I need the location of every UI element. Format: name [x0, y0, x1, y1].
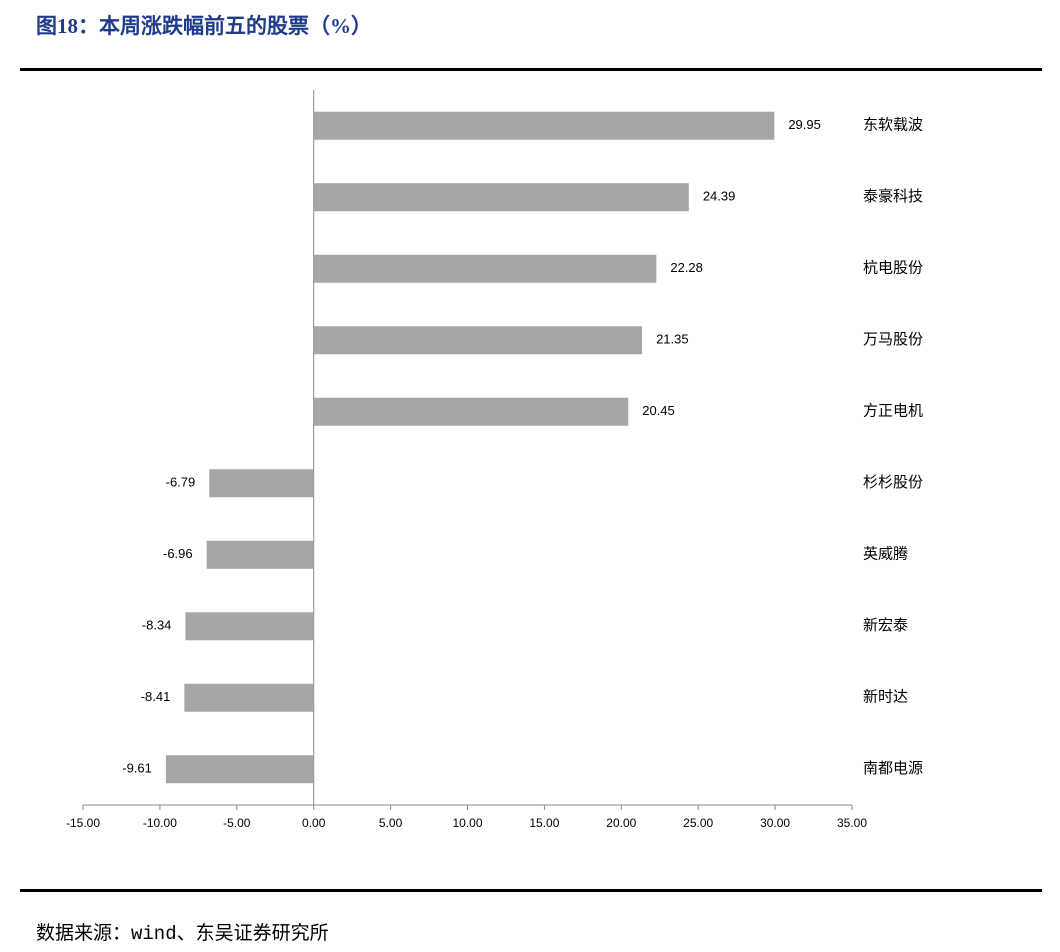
value-label: 29.95 — [788, 117, 821, 132]
category-label: 杉杉股份 — [863, 474, 923, 491]
x-tick-label: 5.00 — [379, 816, 403, 830]
category-label: 新宏泰 — [863, 617, 908, 634]
chart-title: 图18：本周涨跌幅前五的股票（%） — [36, 14, 372, 38]
value-label: -9.61 — [122, 761, 152, 776]
category-label: 新时达 — [863, 689, 908, 706]
x-tick-label: -15.00 — [66, 816, 100, 830]
bar — [313, 397, 629, 426]
value-label: 21.35 — [656, 332, 689, 347]
bar — [209, 469, 314, 498]
x-tick-label: -5.00 — [223, 816, 251, 830]
bar — [206, 540, 314, 569]
category-label: 方正电机 — [863, 403, 923, 420]
source-note: 数据来源：wind、东吴证券研究所 — [36, 922, 329, 945]
x-tick-label: -10.00 — [143, 816, 177, 830]
value-label: -8.34 — [142, 618, 172, 633]
category-label: 万马股份 — [863, 331, 923, 348]
value-label: 24.39 — [703, 189, 736, 204]
value-label: -8.41 — [141, 689, 171, 704]
category-label: 东软载波 — [863, 117, 923, 134]
value-label: -6.79 — [166, 475, 196, 490]
x-tick-label: 15.00 — [529, 816, 559, 830]
x-tick-label: 20.00 — [606, 816, 636, 830]
value-label: -6.96 — [163, 546, 193, 561]
category-label: 英威腾 — [863, 545, 908, 563]
x-tick-label: 0.00 — [302, 816, 326, 830]
category-label: 杭电股份 — [863, 260, 923, 277]
x-tick-label: 10.00 — [452, 816, 482, 830]
bar — [313, 183, 689, 212]
bar — [313, 326, 643, 355]
x-tick-label: 30.00 — [760, 816, 790, 830]
bar — [185, 612, 314, 641]
value-label: 20.45 — [642, 403, 675, 418]
bar — [313, 111, 775, 140]
bar — [184, 683, 314, 712]
x-tick-label: 25.00 — [683, 816, 713, 830]
category-label: 南都电源 — [863, 760, 923, 777]
value-label: 22.28 — [670, 260, 703, 275]
bar — [313, 254, 657, 283]
bar — [165, 755, 314, 784]
bottom-rule — [20, 889, 1042, 892]
x-tick-label: 35.00 — [837, 816, 867, 830]
category-label: 泰豪科技 — [863, 187, 923, 205]
top-rule — [20, 68, 1042, 71]
